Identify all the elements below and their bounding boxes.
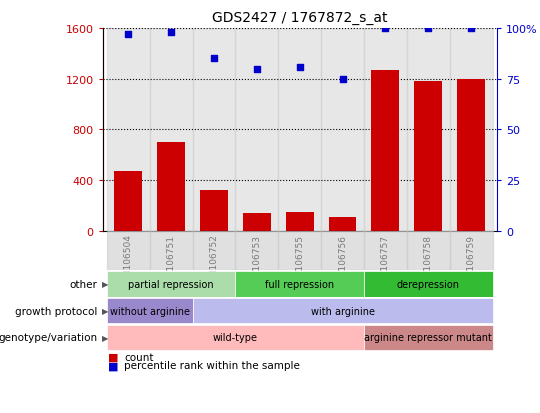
Bar (364, 231, 407, 271)
Text: derepression: derepression (397, 279, 460, 289)
Bar (107, 271, 235, 297)
Text: ▶: ▶ (102, 280, 108, 288)
Text: genotype/variation: genotype/variation (0, 332, 97, 343)
Bar (243, 214, 271, 231)
Bar (107, 29, 150, 231)
Bar (364, 29, 407, 231)
Bar (107, 231, 150, 271)
Point (167, 30, 176, 36)
Text: arginine repressor mutant: arginine repressor mutant (364, 332, 492, 343)
Point (467, 26, 475, 32)
Bar (278, 231, 321, 271)
Text: growth protocol: growth protocol (15, 306, 97, 316)
Point (210, 56, 218, 62)
Bar (364, 325, 492, 351)
Bar (150, 29, 193, 231)
Point (295, 64, 304, 71)
Bar (235, 29, 278, 231)
Text: ■: ■ (108, 352, 118, 362)
Bar (321, 29, 364, 231)
Text: without arginine: without arginine (110, 306, 190, 316)
Text: percentile rank within the sample: percentile rank within the sample (124, 361, 300, 370)
Bar (450, 231, 492, 271)
Text: partial repression: partial repression (129, 279, 214, 289)
Bar (286, 212, 314, 231)
Bar (193, 231, 235, 271)
Point (338, 76, 347, 83)
Bar (457, 79, 485, 231)
Point (424, 26, 433, 32)
Bar (278, 29, 321, 231)
Bar (372, 71, 399, 231)
Bar (107, 298, 193, 324)
Bar (235, 271, 364, 297)
Text: full repression: full repression (265, 279, 334, 289)
Bar (329, 217, 356, 231)
Bar (193, 298, 492, 324)
Text: ■: ■ (108, 361, 118, 370)
Text: other: other (69, 279, 97, 289)
Point (381, 26, 390, 32)
Bar (414, 82, 442, 231)
Text: count: count (124, 352, 154, 362)
Bar (193, 29, 235, 231)
Bar (321, 231, 364, 271)
Bar (150, 231, 193, 271)
Text: with arginine: with arginine (310, 306, 375, 316)
Point (253, 66, 261, 73)
Bar (364, 271, 492, 297)
Bar (407, 231, 450, 271)
Bar (200, 191, 228, 231)
Point (124, 32, 133, 38)
Text: ▶: ▶ (102, 306, 108, 315)
Text: wild-type: wild-type (213, 332, 258, 343)
Bar (114, 172, 142, 231)
Bar (407, 29, 450, 231)
Bar (157, 143, 185, 231)
Bar (107, 325, 364, 351)
Bar (235, 231, 278, 271)
Bar (450, 29, 492, 231)
Title: GDS2427 / 1767872_s_at: GDS2427 / 1767872_s_at (212, 11, 387, 25)
Text: ▶: ▶ (102, 333, 108, 342)
